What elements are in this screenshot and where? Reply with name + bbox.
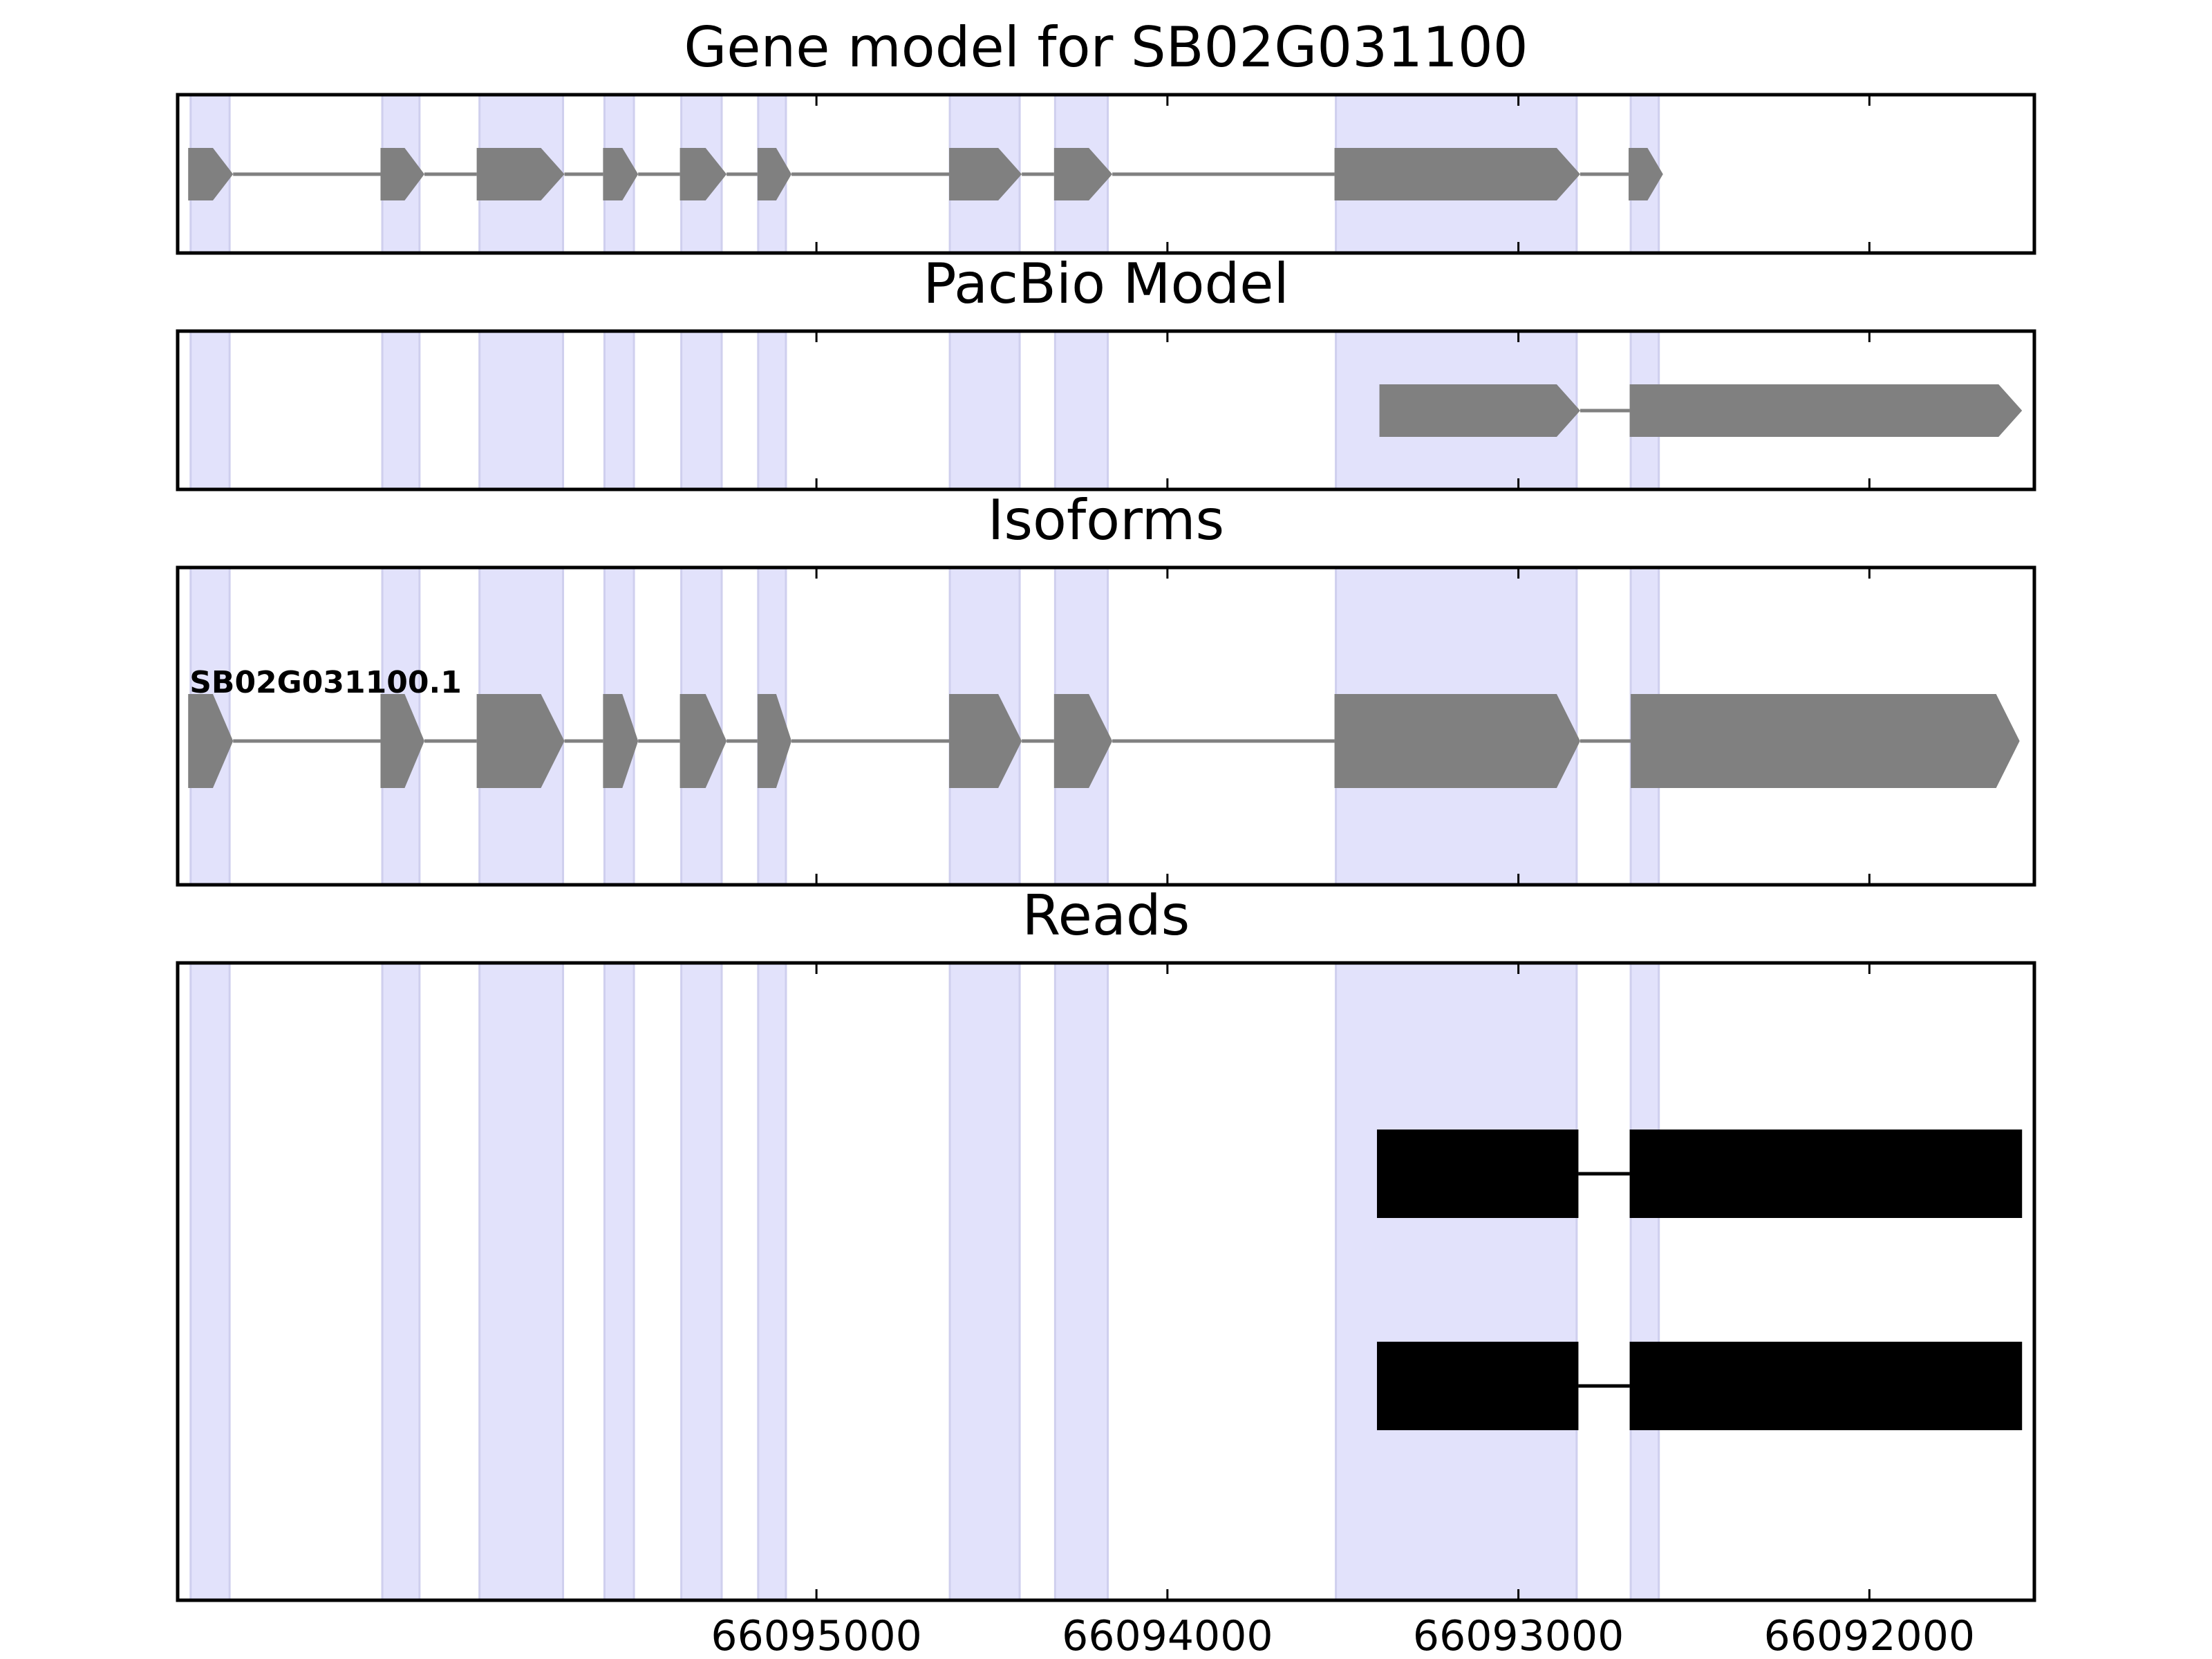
exon-band: [680, 962, 723, 1602]
exon-arrow: [380, 148, 424, 200]
exon-band: [603, 962, 635, 1602]
exon-arrow: [1379, 384, 1580, 437]
exon-arrow: [1629, 384, 2023, 437]
read-feature: [1376, 1342, 2023, 1430]
isoform-label: SB02G031100.1: [189, 665, 462, 700]
exon-arrow: [757, 694, 792, 788]
exon-band: [189, 330, 231, 491]
track-panel: Isoforms SB02G031100.1: [176, 488, 2036, 887]
exon-band: [1335, 962, 1578, 1602]
exon-band: [1053, 330, 1109, 491]
exon-band: [757, 962, 787, 1602]
exon-arrow: [949, 148, 1022, 200]
exon-arrow: [949, 694, 1022, 788]
track-panel: Gene model for SB02G031100: [176, 15, 2036, 255]
x-tick-label: 66095000: [711, 1612, 921, 1659]
panel-title: PacBio Model: [923, 252, 1288, 316]
exon-arrow: [1053, 694, 1113, 788]
read-exon: [1376, 1342, 1579, 1430]
exon-band: [478, 330, 565, 491]
exon-arrow: [1053, 148, 1113, 200]
exon-band: [757, 330, 787, 491]
panel-frame: [176, 565, 2036, 887]
panel-title: Isoforms: [988, 488, 1224, 552]
read-exon: [1376, 1130, 1579, 1218]
exon-arrow: [1334, 148, 1580, 200]
gene-feature: [188, 148, 1663, 200]
exon-arrow: [679, 148, 727, 200]
exon-arrow: [603, 148, 639, 200]
x-tick-label: 66094000: [1062, 1612, 1273, 1659]
exon-band: [603, 330, 635, 491]
track-panel: Reads 66095000 66094000 66093000 66092000: [176, 883, 2036, 1659]
exon-arrow: [476, 694, 565, 788]
exon-band: [948, 962, 1021, 1602]
exon-arrow: [476, 148, 565, 200]
exon-arrow: [1629, 148, 1663, 200]
read-exon: [1629, 1342, 2023, 1430]
exon-band: [381, 962, 421, 1602]
exon-arrow: [1334, 694, 1580, 788]
track-panels: Gene model for SB02G031100 PacBio Model Is…: [176, 15, 2036, 1659]
panel-frame: [176, 961, 2036, 1602]
panel-title: Reads: [1022, 883, 1190, 948]
panel-frame: [176, 93, 2036, 255]
x-tick-label: 66092000: [1764, 1612, 1975, 1659]
exon-band: [1053, 962, 1109, 1602]
gene-feature: [188, 694, 2020, 788]
exon-band: [948, 330, 1021, 491]
exon-arrow: [380, 694, 424, 788]
exon-arrow: [757, 148, 792, 200]
read-feature: [1376, 1130, 2023, 1218]
panel-title: Gene model for SB02G031100: [684, 15, 1528, 79]
track-panel: PacBio Model: [176, 252, 2036, 491]
exon-arrow: [603, 694, 639, 788]
exon-arrow: [188, 148, 234, 200]
panel-frame: [176, 329, 2036, 491]
exon-band: [478, 962, 565, 1602]
gene-feature: [1379, 384, 2023, 437]
exon-band: [189, 962, 231, 1602]
exon-band: [680, 330, 723, 491]
x-tick-label: 66093000: [1413, 1612, 1624, 1659]
exon-arrow: [679, 694, 727, 788]
exon-arrow: [188, 694, 234, 788]
exon-band: [381, 330, 421, 491]
read-exon: [1629, 1130, 2023, 1218]
exon-band: [1629, 962, 1660, 1602]
exon-arrow: [1631, 694, 2020, 788]
